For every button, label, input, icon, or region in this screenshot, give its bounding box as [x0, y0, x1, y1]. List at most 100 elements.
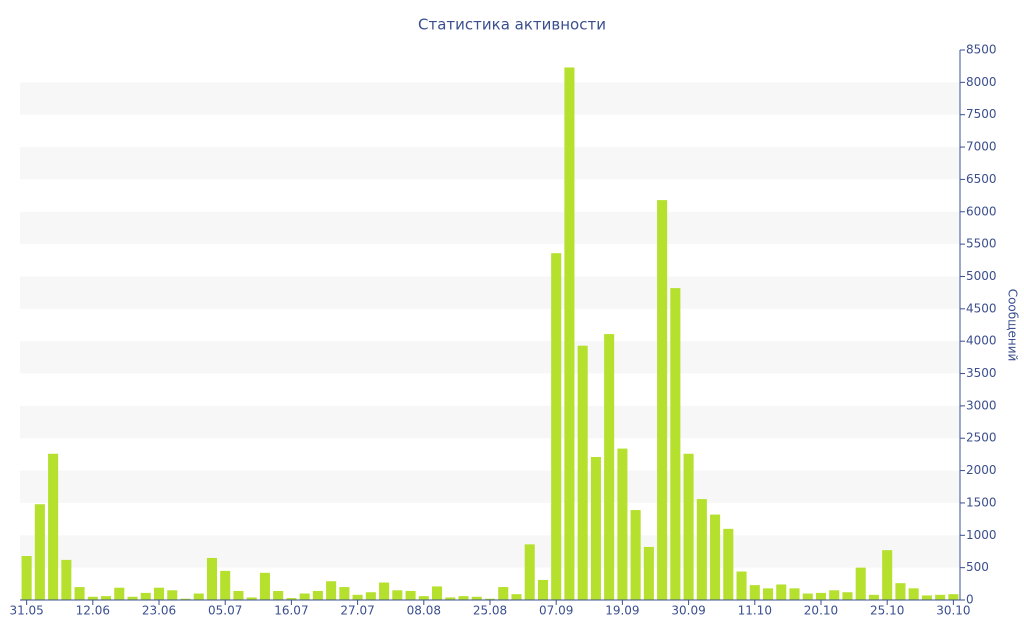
- bar: [643, 546, 654, 600]
- bar: [511, 594, 522, 600]
- x-tick-label: 19.09: [605, 604, 639, 618]
- bar: [48, 453, 59, 600]
- bar: [34, 504, 45, 600]
- x-tick-label: 31.05: [9, 604, 43, 618]
- bar: [326, 581, 337, 600]
- bar: [61, 559, 72, 600]
- bar: [458, 596, 469, 600]
- x-tick-label: 30.09: [671, 604, 705, 618]
- bar: [855, 567, 866, 600]
- y-tick-label: 5000: [966, 269, 997, 283]
- bar: [829, 590, 840, 600]
- x-tick-label: 12.06: [76, 604, 110, 618]
- x-tick-label: 16.07: [274, 604, 308, 618]
- y-tick-label: 7000: [966, 140, 997, 154]
- grid-band: [20, 82, 960, 115]
- y-tick-label: 0: [966, 593, 974, 607]
- bar: [802, 593, 813, 600]
- x-tick-label: 27.07: [340, 604, 374, 618]
- bar: [921, 595, 932, 600]
- y-tick-label: 3000: [966, 398, 997, 412]
- bar: [776, 584, 787, 600]
- x-tick-label: 20.10: [804, 604, 838, 618]
- bar: [220, 570, 231, 600]
- bar: [577, 345, 588, 600]
- bar: [590, 457, 601, 600]
- grid-band: [20, 535, 960, 568]
- bar: [114, 587, 125, 600]
- bar: [21, 556, 32, 600]
- bar: [484, 598, 496, 600]
- x-tick-label: 07.09: [539, 604, 573, 618]
- bar: [762, 588, 774, 600]
- y-tick-label: 2000: [966, 463, 997, 477]
- bar: [935, 594, 946, 600]
- x-tick-label: 08.08: [407, 604, 441, 618]
- bar: [206, 557, 218, 600]
- grid-band: [20, 211, 960, 245]
- bar: [445, 597, 456, 600]
- bar: [842, 592, 853, 600]
- bar: [524, 544, 535, 600]
- grid-band: [20, 276, 960, 309]
- bar: [498, 587, 509, 600]
- bar: [789, 588, 800, 600]
- y-tick-label: 6000: [966, 204, 997, 218]
- bar: [908, 588, 919, 600]
- y-tick-label: 4500: [966, 301, 997, 315]
- chart-title: Статистика активности: [418, 16, 606, 34]
- bar: [815, 592, 827, 600]
- bar: [749, 585, 760, 600]
- bar: [259, 572, 270, 600]
- x-tick-label: 11.10: [738, 604, 772, 618]
- y-tick-label: 5500: [966, 237, 997, 251]
- bar: [233, 590, 244, 600]
- bar: [564, 67, 575, 601]
- y-tick-label: 8000: [966, 75, 997, 89]
- bar: [405, 590, 416, 600]
- bar: [312, 590, 323, 600]
- bar: [140, 592, 151, 600]
- y-tick-label: 500: [966, 560, 989, 574]
- bar: [167, 590, 178, 600]
- grid-band: [20, 405, 960, 439]
- y-axis-label: Сообщений: [1006, 289, 1020, 362]
- y-tick-label: 8500: [966, 43, 997, 57]
- bar: [180, 598, 191, 600]
- bar: [101, 596, 112, 600]
- bar: [153, 587, 165, 600]
- bar: [882, 550, 893, 600]
- bar: [273, 590, 284, 600]
- bar: [87, 596, 98, 600]
- bar: [365, 592, 376, 600]
- y-tick-label: 4000: [966, 334, 997, 348]
- bar: [948, 594, 959, 600]
- bar: [868, 594, 879, 600]
- bar: [471, 596, 482, 600]
- y-tick-label: 1000: [966, 528, 997, 542]
- bar: [392, 590, 403, 600]
- grid-band: [20, 147, 960, 180]
- x-tick-label: 30.10: [936, 604, 970, 618]
- bar: [696, 499, 707, 600]
- x-tick-label: 05.07: [208, 604, 242, 618]
- bar: [352, 594, 363, 600]
- grid-band: [20, 341, 960, 374]
- bar: [670, 288, 681, 600]
- bar: [193, 593, 204, 600]
- x-tick-label: 25.08: [473, 604, 507, 618]
- bar: [432, 586, 443, 600]
- bar: [537, 579, 548, 600]
- bar: [736, 571, 747, 600]
- bar: [617, 448, 628, 600]
- y-tick-label: 3500: [966, 366, 997, 380]
- bar: [723, 528, 734, 600]
- bar: [895, 583, 906, 600]
- bar: [299, 593, 310, 600]
- bar: [551, 253, 562, 601]
- bar: [379, 582, 390, 600]
- bar: [339, 587, 350, 600]
- y-tick-label: 1500: [966, 495, 997, 509]
- bar: [630, 510, 641, 600]
